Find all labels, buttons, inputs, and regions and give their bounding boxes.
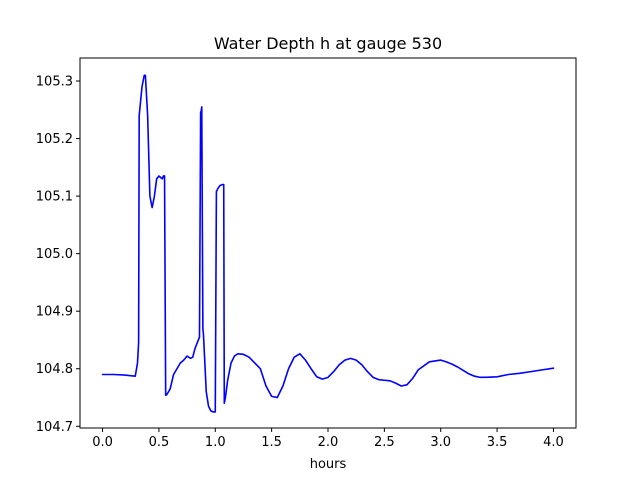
y-tick-label: 105.2	[36, 132, 73, 147]
x-tick-label: 1.5	[261, 435, 282, 450]
x-axis-label: hours	[310, 457, 347, 472]
y-tick-label: 104.9	[36, 305, 73, 320]
y-tick-label: 105.1	[36, 190, 73, 205]
x-tick-label: 2.5	[374, 435, 395, 450]
y-tick-label: 105.3	[36, 75, 73, 90]
series-line-water-depth	[101, 74, 555, 413]
y-tick-label: 105.0	[36, 247, 73, 262]
x-tick-label: 3.0	[430, 435, 451, 450]
x-tick-label: 0.5	[149, 435, 170, 450]
plot-frame	[79, 57, 577, 429]
y-axis-ticks: 104.7 104.8 104.9 105.0 105.1 105.2 105.3	[36, 75, 80, 435]
series-layer	[101, 74, 555, 413]
chart-title: Water Depth h at gauge 530	[214, 34, 442, 53]
x-tick-label: 3.5	[487, 435, 508, 450]
y-tick-label: 104.7	[36, 420, 73, 435]
x-axis-ticks: 0.0 0.5 1.0 1.5 2.0 2.5 3.0 3.5 4.0	[92, 428, 564, 450]
x-tick-label: 2.0	[318, 435, 339, 450]
y-tick-label: 104.8	[36, 362, 73, 377]
x-tick-label: 1.0	[205, 435, 226, 450]
x-tick-label: 0.0	[92, 435, 113, 450]
x-tick-label: 4.0	[543, 435, 564, 450]
